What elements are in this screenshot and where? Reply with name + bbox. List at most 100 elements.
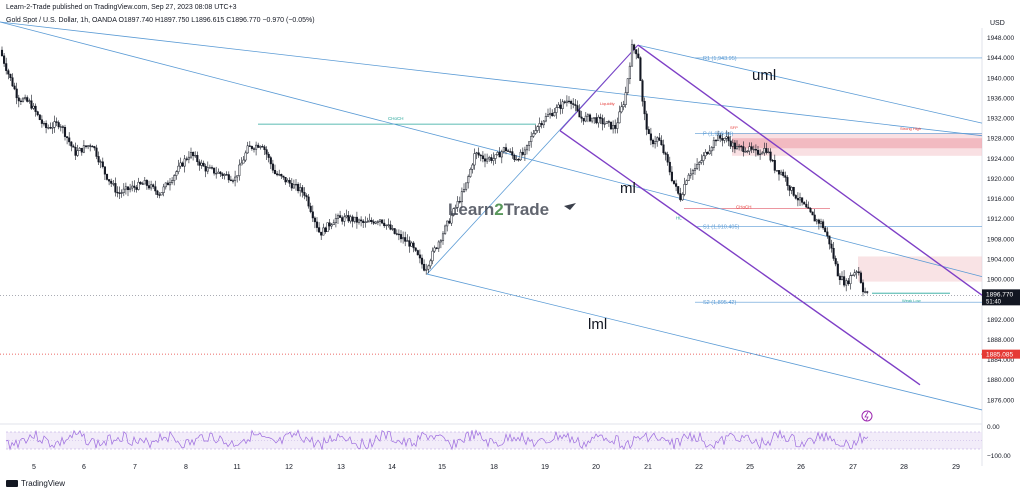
choch-label-left: CHoCH (388, 116, 404, 121)
candle-body (30, 100, 33, 109)
candle-body (563, 101, 566, 103)
candle-body (236, 175, 239, 178)
candle-body (433, 247, 436, 252)
candle-body (87, 145, 90, 148)
candle-body (265, 149, 268, 155)
candle-body (5, 63, 8, 71)
candle-body (635, 49, 638, 55)
candle-body (215, 172, 218, 175)
candle-body (748, 146, 751, 152)
candle-body (473, 153, 476, 166)
candle-body (250, 146, 253, 149)
candle-body (135, 187, 138, 190)
candle-body (47, 127, 50, 129)
candle-body (141, 183, 144, 185)
supply-zone-core (732, 138, 982, 149)
candle-body (580, 116, 583, 119)
uml-parallel (637, 44, 983, 124)
candle-body (429, 260, 432, 267)
candle-body (168, 182, 172, 186)
candle-body (492, 158, 495, 161)
candle-body (330, 224, 333, 227)
candle-body (173, 175, 176, 181)
candle-body (299, 187, 302, 192)
candle-body (181, 162, 184, 167)
candle-body (771, 159, 774, 162)
candle-body (861, 282, 865, 293)
candle-body (124, 186, 127, 190)
candle-body (807, 206, 810, 209)
candle-body (70, 141, 73, 147)
candle-body (790, 186, 793, 191)
tradingview-icon (6, 480, 18, 487)
candle-body (719, 134, 722, 139)
candle-body (158, 194, 161, 196)
candle-body (477, 152, 480, 156)
candle-body (402, 237, 405, 240)
candle-body (248, 145, 251, 147)
candle-body (108, 179, 111, 182)
candle-body (723, 138, 726, 141)
candle-body (162, 186, 165, 193)
x-tick-label: 22 (695, 464, 703, 471)
candle-body (11, 77, 14, 87)
candle-body (620, 106, 623, 113)
candle-body (536, 126, 539, 131)
candle-body (357, 219, 361, 223)
candle-body (15, 88, 18, 99)
candle-body (160, 192, 163, 196)
x-tick-label: 8 (184, 464, 188, 471)
candle-body (311, 211, 314, 219)
tradingview-logo[interactable]: TradingView (6, 479, 65, 488)
candle-body (792, 186, 795, 196)
candle-body (584, 115, 587, 122)
candle-body (213, 167, 216, 174)
candle-body (219, 171, 222, 175)
candle-body (773, 160, 776, 171)
candle-body (601, 118, 604, 125)
candle-body (660, 140, 663, 146)
candle-body (374, 221, 377, 224)
candle-body (649, 133, 652, 141)
candle-body (656, 137, 659, 142)
x-tick-label: 25 (746, 464, 754, 471)
candle-body (397, 233, 400, 236)
candle-body (641, 80, 644, 102)
candle-body (225, 174, 228, 176)
candle-body (700, 160, 703, 163)
y-tick-label: 1900.000 (987, 277, 1014, 284)
candle-body (99, 161, 102, 163)
candle-body (307, 196, 310, 207)
candle-body (370, 219, 373, 222)
candle-body (744, 151, 747, 153)
candle-body (36, 111, 39, 116)
candle-body (788, 185, 791, 191)
candle-body (672, 180, 676, 184)
candle-body (733, 142, 736, 150)
candle-body (565, 100, 568, 103)
candle-body (118, 192, 121, 194)
candle-body (767, 151, 770, 154)
candle-body (103, 166, 106, 175)
candle-body (710, 147, 713, 152)
candle-body (324, 227, 327, 233)
candle-body (271, 163, 274, 171)
lml-line (426, 273, 983, 411)
y-tick-label: 1932.000 (987, 116, 1014, 123)
candle-body (234, 176, 237, 181)
candle-body (544, 116, 547, 122)
y-tick-label: 1912.000 (987, 216, 1014, 223)
candle-body (855, 271, 858, 274)
candle-body (339, 215, 342, 218)
candle-body (618, 111, 621, 124)
candle-body (150, 184, 153, 189)
candle-body (0, 49, 4, 57)
candle-body (538, 123, 541, 127)
candle-body (687, 174, 690, 181)
candle-body (532, 133, 535, 137)
candle-body (746, 150, 749, 153)
y-tick-label: 1944.000 (987, 55, 1014, 62)
candle-body (769, 151, 772, 161)
candle-body (801, 197, 804, 203)
